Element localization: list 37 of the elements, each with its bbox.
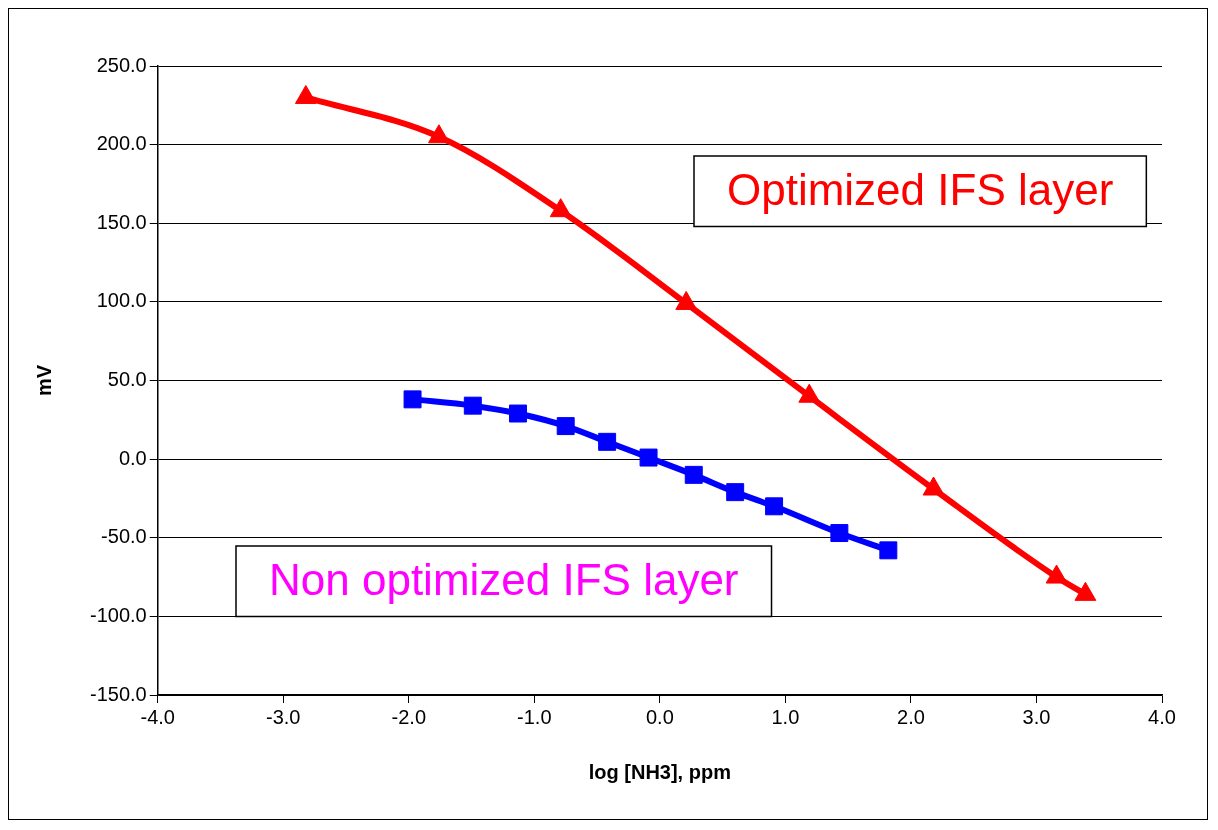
- y-tick-label: 200.0: [96, 132, 147, 155]
- x-tick-label: -3.0: [266, 705, 301, 728]
- y-tick-label: 50.0: [107, 368, 147, 391]
- point: [463, 396, 482, 415]
- x-tick-label: 4.0: [1148, 705, 1176, 728]
- y-tick-label: 250.0: [96, 53, 147, 76]
- x-tick-label: -2.0: [391, 705, 427, 728]
- point: [830, 524, 849, 543]
- point: [509, 404, 527, 423]
- x-tick-label: -1.0: [517, 705, 552, 728]
- y-axis-title: mV: [32, 364, 55, 397]
- y-tick-label: 0.0: [118, 446, 147, 469]
- point: [403, 390, 422, 409]
- x-tick-label: -4.0: [140, 705, 175, 728]
- point: [294, 84, 317, 104]
- point: [675, 290, 698, 310]
- x-axis-title: log [NH3], ppm: [588, 760, 731, 783]
- x-tick-label: 2.0: [897, 705, 925, 728]
- x-tick-label: 0.0: [645, 705, 674, 728]
- point: [639, 448, 658, 467]
- point: [879, 541, 898, 560]
- x-tick-label: 1.0: [771, 705, 800, 728]
- point: [726, 483, 745, 502]
- point: [428, 124, 450, 144]
- series-label: Optimized IFS layer: [727, 165, 1114, 215]
- series-label: Non optimized IFS layer: [269, 555, 739, 605]
- y-tick-label: -100.0: [89, 603, 147, 626]
- y-tick-label: 150.0: [96, 210, 147, 233]
- y-tick-label: -50.0: [101, 525, 147, 548]
- point: [598, 432, 617, 451]
- point: [765, 497, 784, 516]
- y-tick-label: -150.0: [89, 682, 147, 705]
- point: [549, 198, 572, 218]
- x-tick-label: 3.0: [1022, 705, 1051, 728]
- y-tick-label: 100.0: [96, 289, 147, 312]
- point: [684, 465, 703, 484]
- point: [556, 417, 575, 436]
